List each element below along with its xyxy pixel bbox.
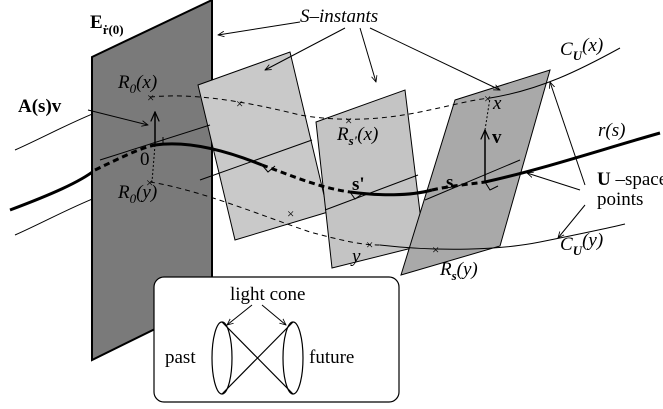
- inset-arrow-left: [227, 304, 253, 325]
- worldline-right: [484, 131, 661, 184]
- inset-past: past: [165, 347, 196, 368]
- inset-future: future: [309, 347, 354, 368]
- label-e: Eṙ(0): [90, 12, 124, 37]
- label-r0y: R0(y): [117, 182, 157, 206]
- curve-cu-y-dashed: [149, 181, 381, 246]
- cross-x: ×: [484, 91, 491, 106]
- cross-plane1-y: ×: [287, 206, 294, 221]
- label-cuy: CU(y): [560, 230, 603, 258]
- label-rs-curve: r(s): [598, 120, 625, 141]
- label-r0x: R0(x): [117, 72, 157, 96]
- label-u-space: U –space: [597, 169, 663, 190]
- curve-cu-x-right: [489, 47, 621, 99]
- inset-arrow-right: [261, 304, 286, 325]
- right-angle-3: [484, 181, 499, 191]
- worldline-left: [9, 168, 96, 212]
- cross-y: ×: [366, 237, 373, 252]
- cross-rs-y: ×: [432, 242, 439, 257]
- arrow-u-1: [550, 82, 586, 186]
- label-rs-y: Rs(y): [439, 259, 478, 283]
- plane3-line: [424, 159, 521, 201]
- cross-plane1-x: ×: [236, 96, 243, 111]
- label-zero: 0: [140, 149, 150, 170]
- worldline-dashed-2: [261, 163, 351, 194]
- cross-r0y: ×: [146, 175, 153, 190]
- label-v: v: [492, 127, 502, 148]
- arrow-u-2: [527, 173, 581, 191]
- right-angle-0: [155, 137, 164, 146]
- worldline-dashed-3: [431, 180, 486, 192]
- label-x: x: [492, 93, 502, 114]
- cone-line-2: [221, 321, 294, 395]
- curve-cu-x-dashed: [149, 95, 491, 120]
- label-rsp-x: Rs'(x): [336, 124, 378, 148]
- arrow-s-e: [218, 21, 301, 35]
- worldline-mid: [154, 142, 263, 167]
- arrow-s-p3: [369, 27, 500, 91]
- label-sprime: s': [352, 174, 365, 195]
- cross-r0x: ×: [147, 90, 154, 105]
- right-angle-2: [349, 191, 363, 200]
- worldline-mid2: [349, 188, 433, 197]
- arrow-s-p2: [359, 27, 376, 82]
- plane2-line: [324, 174, 419, 211]
- worldline-dashed-1: [94, 143, 156, 172]
- label-y: y: [350, 246, 361, 267]
- label-cux: CU(x): [560, 35, 603, 63]
- plane-s-instant-3: [400, 69, 551, 276]
- inset-title: light cone: [230, 284, 305, 305]
- cross-rsp-x: ×: [345, 113, 352, 128]
- label-asv: A(s)v: [18, 96, 62, 117]
- label-points: points: [597, 189, 643, 210]
- plane1-line: [199, 139, 313, 181]
- arrow-u-3: [558, 204, 586, 238]
- label-s: s: [446, 172, 453, 193]
- dotted-v-x: [484, 97, 491, 131]
- plane-s-instant-1: [197, 51, 329, 241]
- label-s-instants: S–instants: [300, 6, 378, 27]
- arrow-asv: [87, 109, 148, 125]
- arrow-s-p1: [265, 27, 346, 70]
- curve-cu-y-right: [379, 223, 626, 250]
- right-angle-1: [261, 164, 276, 173]
